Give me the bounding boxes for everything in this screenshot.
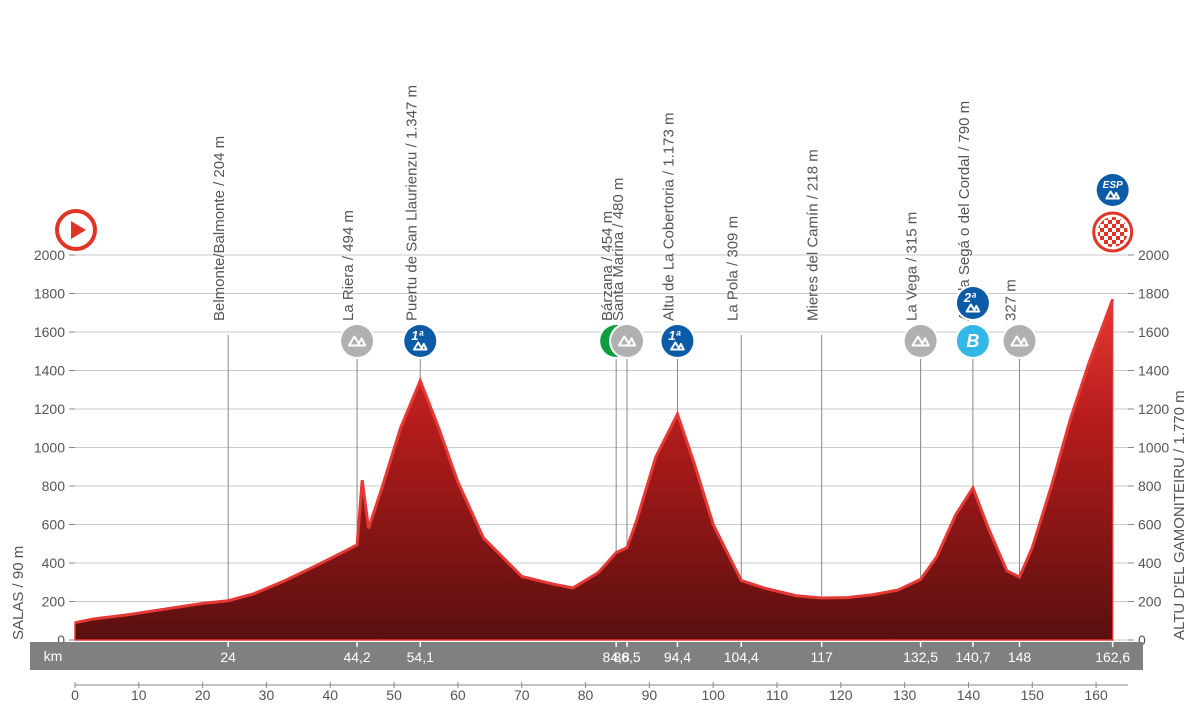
x-tick: 120: [829, 687, 853, 703]
y-tick-right: 1800: [1138, 286, 1169, 302]
y-tick-left: 1000: [34, 440, 65, 456]
km-mark: 104,4: [724, 649, 759, 665]
y-tick-right: 1200: [1138, 401, 1169, 417]
km-mark: 117: [811, 649, 834, 665]
svg-text:1ª: 1ª: [668, 328, 681, 343]
x-tick: 100: [702, 687, 726, 703]
elevation-profile-chart: 0020020040040060060080080010001000120012…: [0, 0, 1200, 710]
badge-cobertoria: 1ª: [659, 323, 695, 359]
x-tick: 70: [514, 687, 530, 703]
x-tick: 140: [957, 687, 981, 703]
x-tick: 160: [1084, 687, 1108, 703]
y-tick-left: 1600: [34, 324, 65, 340]
badge-santa-marina: [609, 323, 645, 359]
x-tick: 40: [322, 687, 338, 703]
x-tick: 0: [71, 687, 79, 703]
y-tick-left: 400: [42, 555, 66, 571]
y-tick-left: 1200: [34, 401, 65, 417]
svg-text:2ª: 2ª: [963, 290, 977, 305]
y-tick-left: 800: [42, 478, 66, 494]
y-tick-left: 2000: [34, 247, 65, 263]
x-tick: 110: [766, 687, 789, 703]
y-tick-right: 800: [1138, 478, 1162, 494]
y-tick-right: 600: [1138, 517, 1162, 533]
y-tick-right: 200: [1138, 594, 1162, 610]
marker-label-cobertoria: Altu de La Cobertoria / 1.173 m: [660, 113, 677, 321]
badge-la-riera: [339, 323, 375, 359]
y-tick-left: 1800: [34, 286, 65, 302]
svg-text:1ª: 1ª: [411, 328, 424, 343]
y-tick-left: 600: [42, 517, 66, 533]
km-mark: 148: [1008, 649, 1032, 665]
km-mark: 140,7: [955, 649, 990, 665]
x-tick: 90: [642, 687, 658, 703]
marker-label-santa-marina: Santa Marina / 480 m: [610, 178, 627, 321]
km-bar-label: km: [44, 648, 63, 664]
x-tick: 60: [450, 687, 466, 703]
x-tick: 30: [259, 687, 275, 703]
y-tick-right: 1600: [1138, 324, 1169, 340]
km-mark: 86,5: [613, 649, 640, 665]
badge-sega-cordal: 2ª B: [955, 285, 991, 359]
x-tick: 150: [1021, 687, 1045, 703]
y-tick-left: 1400: [34, 363, 65, 379]
badge-la-vega: [903, 323, 939, 359]
marker-label-km148: 327 m: [1003, 279, 1020, 321]
x-tick: 50: [386, 687, 402, 703]
marker-label-belmonte: Belmonte/Balmonte / 204 m: [211, 136, 228, 321]
badge-km148: [1002, 323, 1038, 359]
y-tick-right: 1000: [1138, 440, 1169, 456]
svg-text:ESP: ESP: [1103, 180, 1123, 191]
badge-san-llaurienzu: 1ª: [402, 323, 438, 359]
y-tick-right: 1400: [1138, 363, 1169, 379]
km-mark: 24: [220, 649, 236, 665]
km-mark: 44,2: [343, 649, 370, 665]
y-tick-left: 200: [42, 594, 66, 610]
marker-label-la-riera: La Riera / 494 m: [340, 210, 357, 321]
start-label: SALAS / 90 m: [10, 546, 27, 640]
x-tick: 20: [195, 687, 211, 703]
y-tick-right: 2000: [1138, 247, 1169, 263]
elevation-profile: [75, 299, 1113, 640]
x-tick: 10: [131, 687, 147, 703]
marker-label-san-llaurienzu: Puertu de San Llaurienzu / 1.347 m: [403, 85, 420, 321]
km-mark: 94,4: [664, 649, 691, 665]
marker-label-la-pola: La Pola / 309 m: [724, 216, 741, 321]
x-tick: 130: [893, 687, 917, 703]
marker-label-mieres: Mieres del Camín / 218 m: [805, 149, 822, 321]
marker-label-la-vega: La Vega / 315 m: [904, 212, 921, 321]
svg-text:B: B: [966, 331, 979, 351]
start-icon: [57, 211, 95, 249]
finish-label: ALTU D'EL GAMONITEIRU / 1.770 m: [1171, 390, 1188, 640]
finish-icons: ESP: [1094, 172, 1132, 251]
km-mark: 132,5: [903, 649, 938, 665]
km-mark: 54,1: [407, 649, 434, 665]
x-tick: 80: [578, 687, 594, 703]
y-tick-right: 400: [1138, 555, 1162, 571]
km-mark: 162,6: [1095, 649, 1130, 665]
